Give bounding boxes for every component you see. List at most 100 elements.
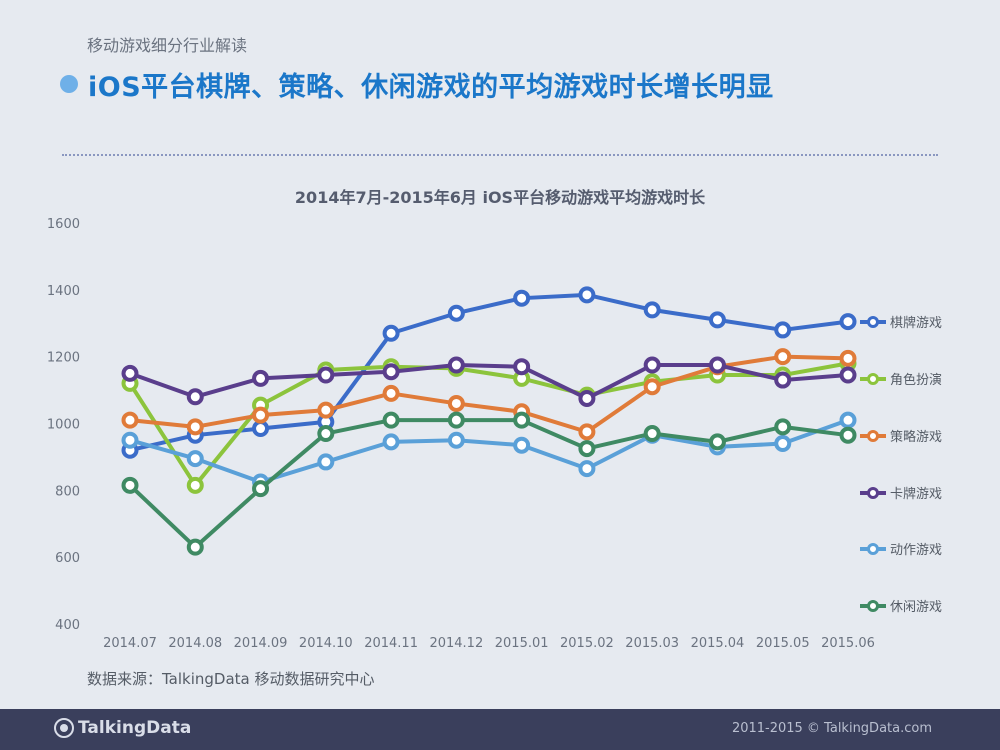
legend-label: 动作游戏	[890, 543, 942, 558]
x-tick-label: 2015.04	[691, 636, 745, 651]
legend-swatch-marker	[867, 543, 879, 555]
series-line	[128, 292, 850, 453]
series-line	[128, 418, 850, 550]
y-tick-label: 800	[55, 484, 80, 499]
x-tick-label: 2014.12	[429, 636, 483, 651]
data-point	[317, 366, 335, 384]
footer: TalkingData 2011-2015 © TalkingData.com	[0, 709, 1000, 750]
data-point	[382, 411, 400, 429]
data-point	[447, 431, 465, 449]
line-chart: 2014年7月-2015年6月 iOS平台移动游戏平均游戏时长 1600 1400 1…	[47, 188, 942, 651]
data-point	[643, 301, 661, 319]
data-point	[839, 313, 857, 331]
data-point	[643, 425, 661, 443]
data-point	[252, 420, 270, 438]
x-tick-label: 2015.01	[495, 636, 549, 651]
chart-title: 2014年7月-2015年6月 iOS平台移动游戏平均游戏时长	[295, 188, 706, 207]
data-point	[447, 356, 465, 374]
y-tick-label: 600	[55, 551, 80, 566]
data-point	[643, 356, 661, 374]
data-point	[708, 311, 726, 329]
data-point	[382, 433, 400, 451]
legend-swatch-marker	[867, 316, 879, 328]
data-point	[708, 356, 726, 374]
footer-logo: TalkingData	[54, 718, 191, 738]
data-point	[317, 401, 335, 419]
legend-label: 卡牌游戏	[890, 486, 942, 502]
data-point	[578, 423, 596, 441]
data-point	[578, 460, 596, 478]
data-point	[774, 321, 792, 339]
bullet-icon	[60, 75, 78, 93]
data-point	[774, 435, 792, 453]
legend-label: 棋牌游戏	[890, 315, 942, 331]
data-point	[121, 364, 139, 382]
data-point	[708, 433, 726, 451]
data-point	[121, 411, 139, 429]
legend-swatch-marker	[867, 487, 879, 499]
data-point	[382, 363, 400, 381]
divider	[62, 154, 938, 156]
data-point	[578, 389, 596, 407]
y-tick-label: 1600	[47, 217, 80, 232]
series-line	[128, 361, 850, 488]
legend-label: 休闲游戏	[890, 600, 942, 615]
legend-label: 策略游戏	[890, 429, 942, 445]
data-point	[186, 476, 204, 494]
x-tick-label: 2014.08	[168, 636, 222, 651]
page-title: iOS平台棋牌、策略、休闲游戏的平均游戏时长增长明显	[60, 66, 774, 103]
data-point	[186, 418, 204, 436]
page-subtitle: 移动游戏细分行业解读	[87, 36, 248, 55]
data-point	[252, 369, 270, 387]
page-title-text: iOS平台棋牌、策略、休闲游戏的平均游戏时长增长明显	[88, 71, 774, 103]
data-point	[186, 388, 204, 406]
data-point	[839, 426, 857, 444]
data-point	[839, 366, 857, 384]
y-tick-label: 1400	[47, 284, 80, 299]
data-source: 数据来源：TalkingData 移动数据研究中心	[87, 670, 375, 688]
legend-swatch-marker	[867, 430, 879, 442]
data-point	[317, 425, 335, 443]
x-tick-label: 2014.07	[103, 636, 157, 651]
data-point	[186, 450, 204, 468]
data-point	[186, 538, 204, 556]
data-point	[513, 289, 531, 307]
data-point	[513, 436, 531, 454]
data-point	[382, 324, 400, 342]
x-tick-label: 2015.05	[756, 636, 810, 651]
x-tick-label: 2014.10	[299, 636, 353, 651]
x-tick-label: 2015.03	[625, 636, 679, 651]
data-point	[513, 358, 531, 376]
series-line	[128, 418, 850, 484]
x-tick-label: 2015.02	[560, 636, 614, 651]
data-point	[317, 453, 335, 471]
data-point	[643, 378, 661, 396]
x-tick-label: 2015.06	[821, 636, 875, 651]
data-point	[578, 286, 596, 304]
data-point	[774, 348, 792, 366]
legend-swatch-marker	[867, 600, 879, 612]
data-point	[252, 406, 270, 424]
y-tick-label: 400	[55, 618, 80, 633]
data-point	[252, 480, 270, 498]
y-tick-label: 1000	[47, 418, 80, 433]
data-point	[513, 411, 531, 429]
data-point	[839, 411, 857, 429]
series-line	[128, 354, 850, 434]
x-tick-label: 2014.09	[234, 636, 288, 651]
legend-swatch-marker	[867, 373, 879, 385]
y-tick-label: 1200	[47, 351, 80, 366]
data-point	[578, 440, 596, 458]
data-point	[382, 384, 400, 402]
data-point	[839, 349, 857, 367]
footer-brand: TalkingData	[78, 718, 192, 738]
data-point	[121, 476, 139, 494]
data-point	[447, 411, 465, 429]
legend-label: 角色扮演	[890, 372, 942, 388]
data-point	[774, 418, 792, 436]
talkingdata-logo-icon	[54, 718, 74, 738]
data-point	[447, 394, 465, 412]
footer-copyright: 2011-2015 © TalkingData.com	[731, 721, 932, 736]
data-point	[447, 304, 465, 322]
data-point	[121, 431, 139, 449]
